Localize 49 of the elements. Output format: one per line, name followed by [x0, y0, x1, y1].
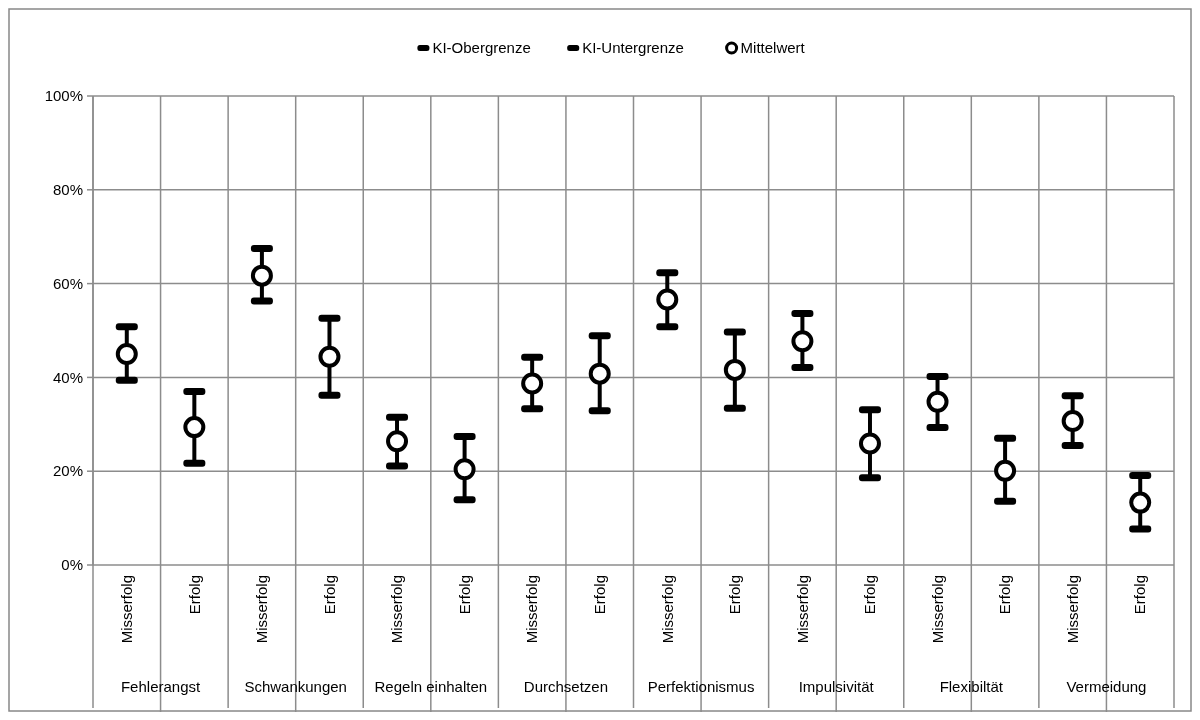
- legend-label: KI-Obergrenze: [432, 39, 531, 57]
- x-tick-label: Misserfolg: [523, 575, 541, 644]
- point: [453, 458, 476, 481]
- point: [723, 358, 746, 381]
- point: [791, 330, 814, 353]
- y-tick-label: 100%: [44, 87, 83, 105]
- point: [588, 362, 611, 385]
- point: [994, 459, 1017, 482]
- point: [858, 432, 881, 455]
- x-tick-label: Erfolg: [455, 575, 473, 615]
- y-tick-label: 40%: [52, 368, 83, 386]
- text: Flexibiltät: [939, 678, 1004, 695]
- legend-label: Mittelwert: [740, 39, 806, 57]
- y-tick-label: 60%: [52, 274, 83, 292]
- x-tick-label: Erfolg: [590, 575, 608, 615]
- x-tick-label: Erfolg: [996, 575, 1014, 615]
- point: [656, 288, 679, 311]
- x-tick-label: Misserfolg: [928, 575, 946, 644]
- text: Schwankungen: [244, 678, 347, 695]
- point: [926, 390, 949, 413]
- x-tick-label: Misserfolg: [658, 575, 676, 644]
- point: [386, 430, 409, 453]
- point: [250, 264, 273, 287]
- x-tick-label: Misserfolg: [388, 575, 406, 644]
- x-tick-label: Erfolg: [861, 575, 879, 615]
- x-tick-label: Erfolg: [320, 575, 338, 615]
- x-tick-label: Misserfolg: [1063, 575, 1081, 644]
- x-tick-label: Erfolg: [1131, 575, 1149, 615]
- point: [115, 342, 138, 365]
- text: Perfektionismus: [647, 678, 755, 695]
- point: [1061, 410, 1084, 433]
- text: Impulsivität: [798, 678, 875, 695]
- y-tick-label: 20%: [52, 462, 83, 480]
- x-tick-label: Erfolg: [185, 575, 203, 615]
- x-tick-label: Misserfolg: [118, 575, 136, 644]
- point: [318, 345, 341, 368]
- text: Vermeidung: [1066, 678, 1147, 695]
- text: Durchsetzen: [523, 678, 609, 695]
- point: [183, 416, 206, 439]
- point: [1129, 491, 1152, 514]
- y-tick-label: 0%: [61, 556, 83, 574]
- text: Fehlerangst: [120, 678, 201, 695]
- legend-label: KI-Untergrenze: [582, 39, 684, 57]
- x-tick-label: Misserfolg: [253, 575, 271, 644]
- x-tick-label: Erfolg: [726, 575, 744, 615]
- text: Regeln einhalten: [374, 678, 488, 695]
- x-tick-label: Misserfolg: [793, 575, 811, 644]
- y-tick-label: 80%: [52, 181, 83, 199]
- point: [521, 372, 544, 395]
